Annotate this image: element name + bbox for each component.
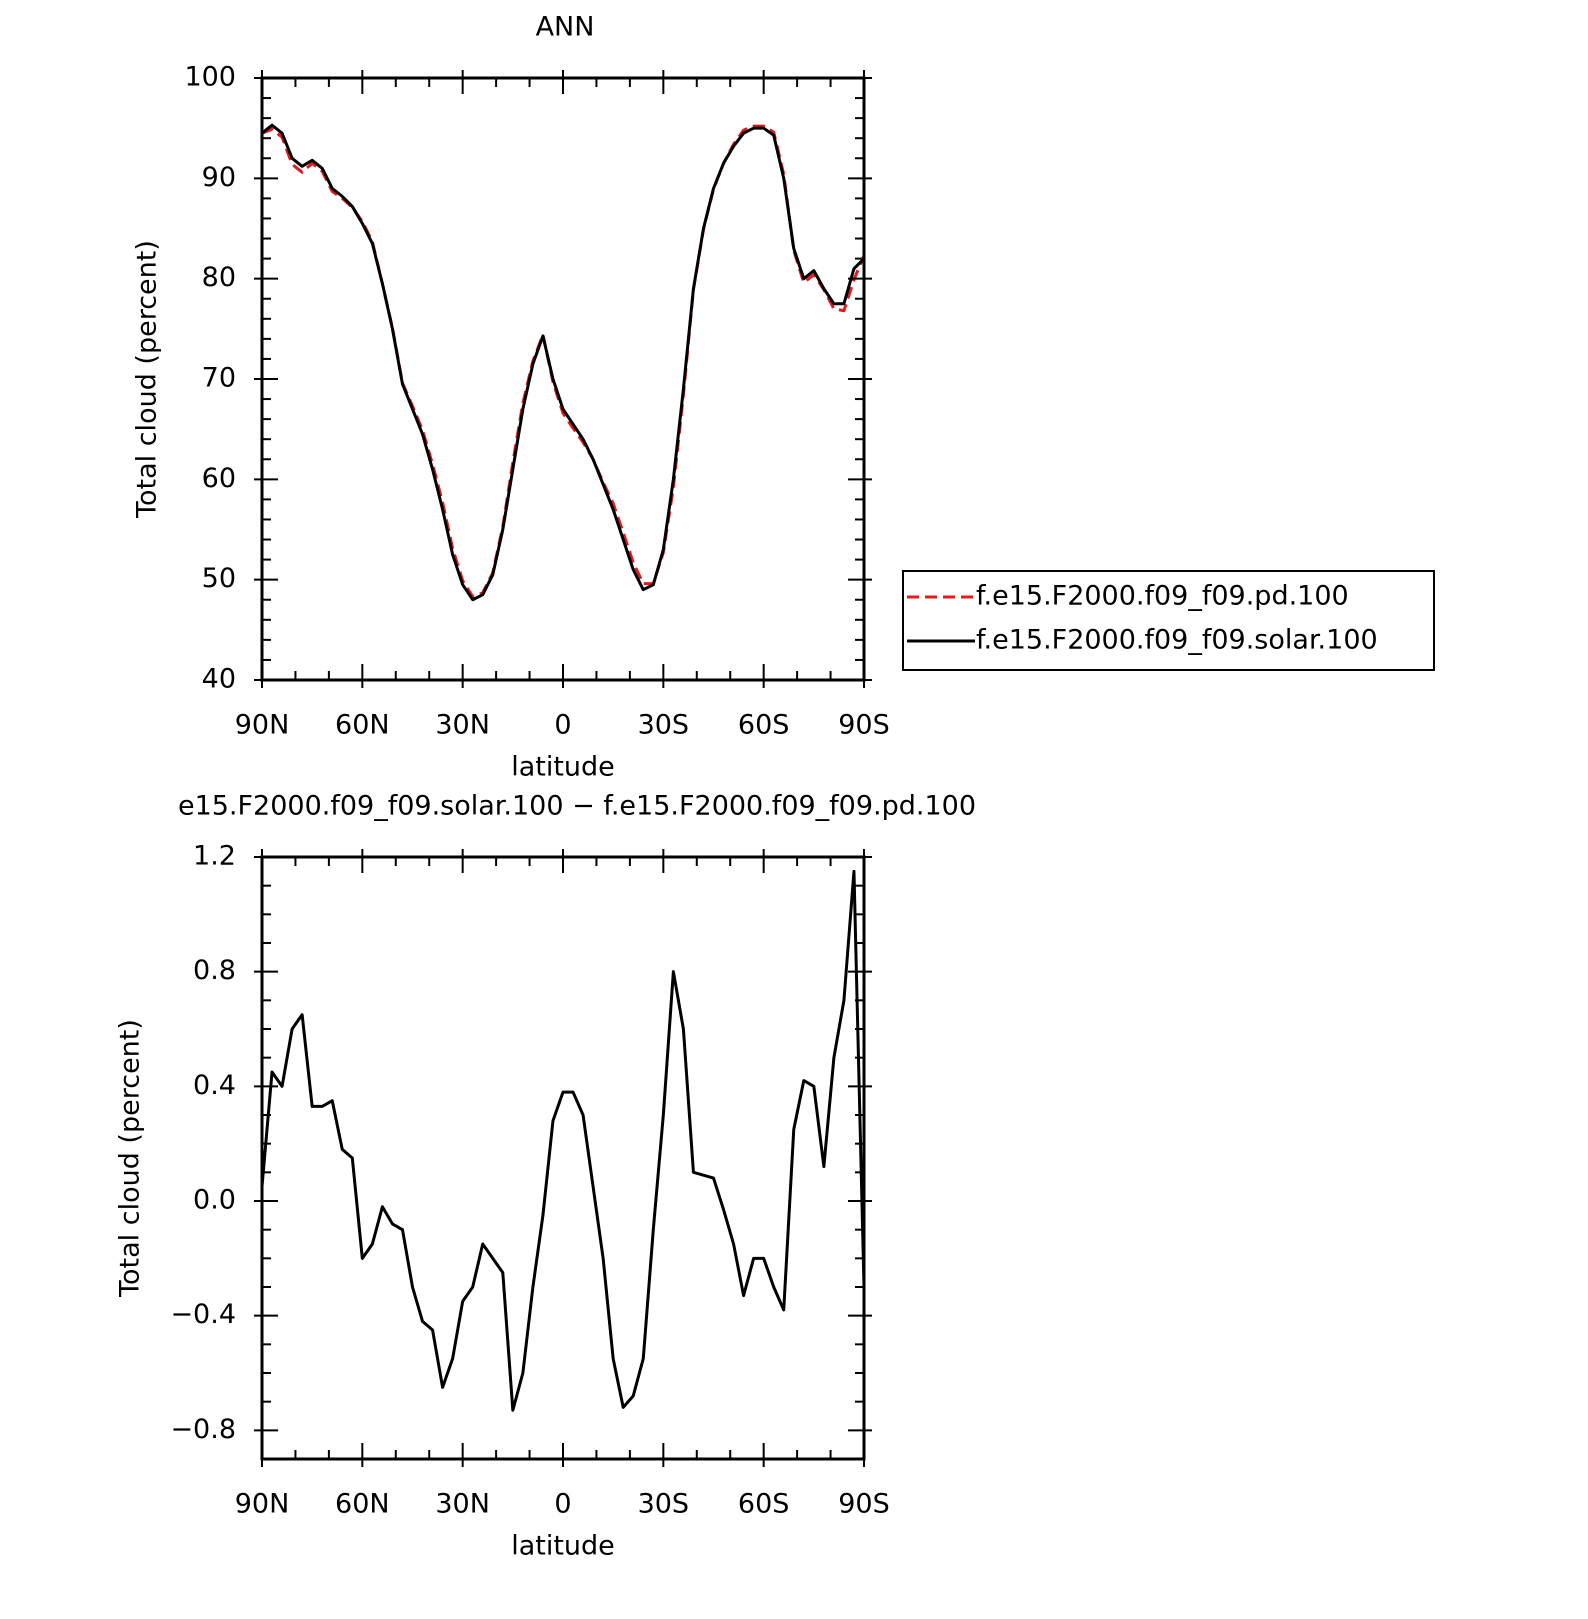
x-tick-label: 0: [554, 1489, 571, 1520]
legend-label: f.e15.F2000.f09_f09.pd.100: [976, 581, 1349, 612]
x-tick-label: 0: [554, 710, 571, 741]
x-tick-label: 30N: [435, 1489, 490, 1520]
x-tick-label: 30S: [638, 710, 690, 741]
y-tick-label: 50: [202, 563, 236, 594]
y-tick-label: −0.4: [170, 1299, 236, 1330]
x-tick-label: 60N: [335, 1489, 390, 1520]
y-tick-label: 100: [184, 62, 236, 93]
y-axis-label: Total cloud (percent): [132, 240, 163, 519]
x-tick-label: 90S: [838, 1489, 890, 1520]
y-tick-label: 1.2: [193, 841, 236, 872]
y-tick-label: 60: [202, 463, 236, 494]
y-tick-label: 40: [202, 664, 236, 695]
y-tick-label: 70: [202, 363, 236, 394]
chart-title: ANN: [536, 12, 595, 43]
y-tick-label: 80: [202, 262, 236, 293]
plot-frame: [260, 76, 866, 682]
y-tick-label: 90: [202, 162, 236, 193]
y-axis-label: Total cloud (percent): [115, 1019, 146, 1298]
data-line: [261, 124, 866, 599]
x-tick-label: 60S: [738, 710, 790, 741]
y-tick-label: 0.8: [193, 955, 236, 986]
x-tick-label: 90S: [838, 710, 890, 741]
x-tick-label: 30N: [435, 710, 490, 741]
x-tick-label: 60S: [738, 1489, 790, 1520]
y-tick-label: −0.8: [170, 1414, 236, 1445]
y-tick-label: 0.4: [193, 1070, 236, 1101]
x-tick-label: 60N: [335, 710, 390, 741]
legend-label: f.e15.F2000.f09_f09.solar.100: [976, 625, 1378, 656]
x-tick-label: 90N: [235, 1489, 290, 1520]
x-tick-label: 30S: [638, 1489, 690, 1520]
data-line: [260, 869, 866, 1412]
data-line: [261, 123, 866, 602]
chart-title: e15.F2000.f09_f09.solar.100 − f.e15.F200…: [178, 791, 976, 822]
x-tick-label: 90N: [235, 710, 290, 741]
x-axis-label: latitude: [511, 752, 615, 783]
y-tick-label: 0.0: [193, 1185, 236, 1216]
legend-box: [902, 570, 1435, 671]
x-axis-label: latitude: [511, 1531, 615, 1562]
